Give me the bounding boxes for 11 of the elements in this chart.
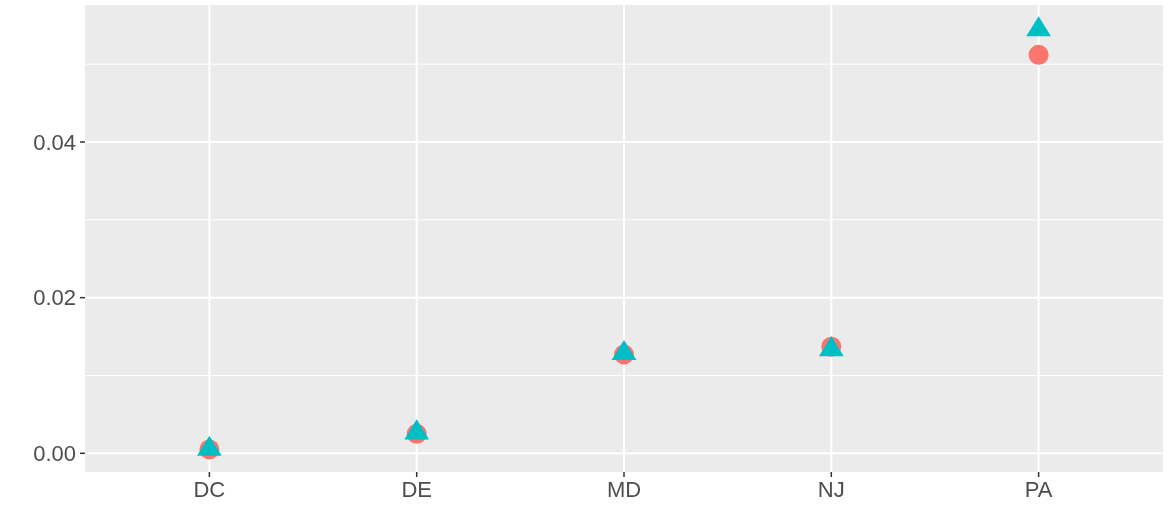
x-tick-label: DE <box>401 477 432 502</box>
point <box>611 339 637 361</box>
y-tick-label: 0.00 <box>33 441 76 467</box>
x-tick-label: PA <box>1024 477 1053 502</box>
point <box>1028 44 1049 65</box>
x-tick-label: DC <box>193 477 226 502</box>
y-tick-label: 0.02 <box>33 285 76 311</box>
point <box>1026 16 1051 37</box>
x-tick-label: NJ <box>817 477 845 502</box>
x-tick-label: MD <box>606 477 642 502</box>
y-tick-label: 0.04 <box>33 129 76 155</box>
